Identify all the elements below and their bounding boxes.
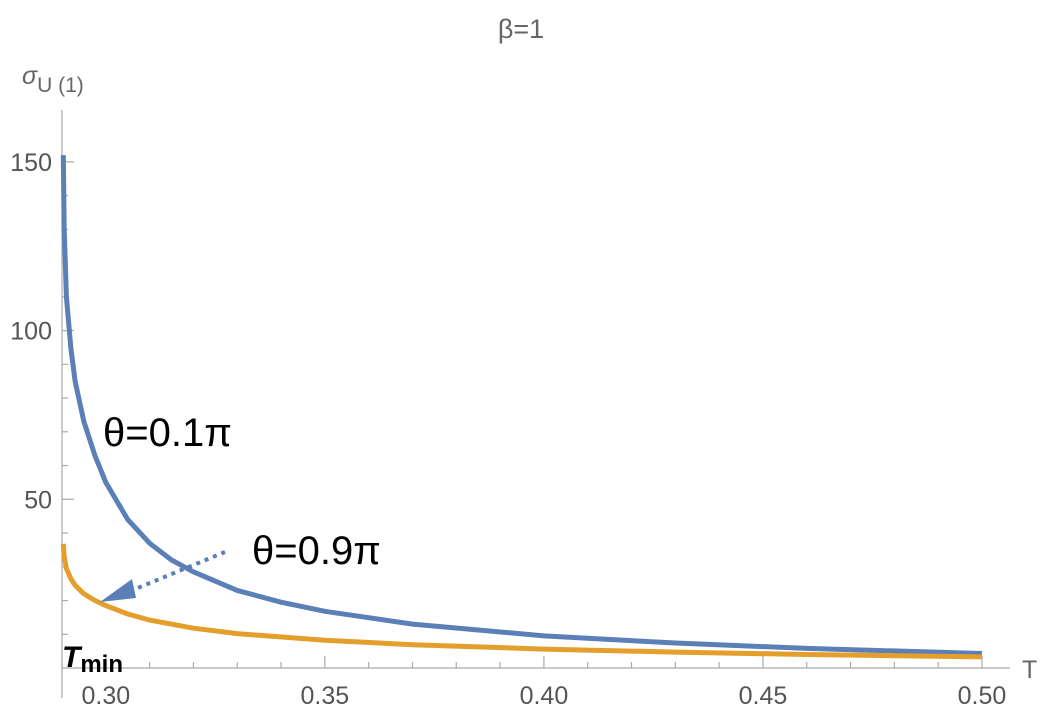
annotation-theta-0-9pi: θ=0.9π <box>100 529 381 602</box>
x-axis-label: T <box>1022 656 1037 684</box>
y-axis-label-sub: U (1) <box>37 74 84 97</box>
svg-text:σU (1): σU (1) <box>22 62 84 97</box>
y-tick-label: 150 <box>10 149 52 177</box>
annotation-arrow-shaft <box>127 550 226 594</box>
x-tick-label: 0.40 <box>520 682 569 710</box>
tmin-label: Tmin <box>62 641 123 678</box>
y-axis-label-main: σ <box>22 62 38 90</box>
x-tick-label: 0.35 <box>301 682 350 710</box>
axes <box>61 110 1010 698</box>
annotation-arrowhead <box>100 579 136 602</box>
series-line-1 <box>60 155 983 656</box>
y-tick-label: 100 <box>10 318 52 346</box>
y-ticks: 50 100 150 <box>10 149 74 635</box>
chart-title: β=1 <box>498 14 544 44</box>
x-tick-label: 0.30 <box>81 682 130 710</box>
annotation-theta-0-9pi-text: θ=0.9π <box>252 529 381 573</box>
annotation-theta-0-1pi: θ=0.1π <box>103 411 232 455</box>
y-tick-label: 50 <box>24 486 52 514</box>
tmin-label-main: T <box>62 641 83 674</box>
series-line-2 <box>60 543 983 660</box>
tmin-label-sub: min <box>80 651 123 678</box>
x-tick-label: 0.45 <box>739 682 788 710</box>
x-ticks: 0.30 0.35 0.40 0.45 0.50 <box>61 656 1007 710</box>
series-layer <box>60 155 983 660</box>
y-axis-label: σU (1) <box>22 62 84 97</box>
x-tick-label: 0.50 <box>958 682 1007 710</box>
